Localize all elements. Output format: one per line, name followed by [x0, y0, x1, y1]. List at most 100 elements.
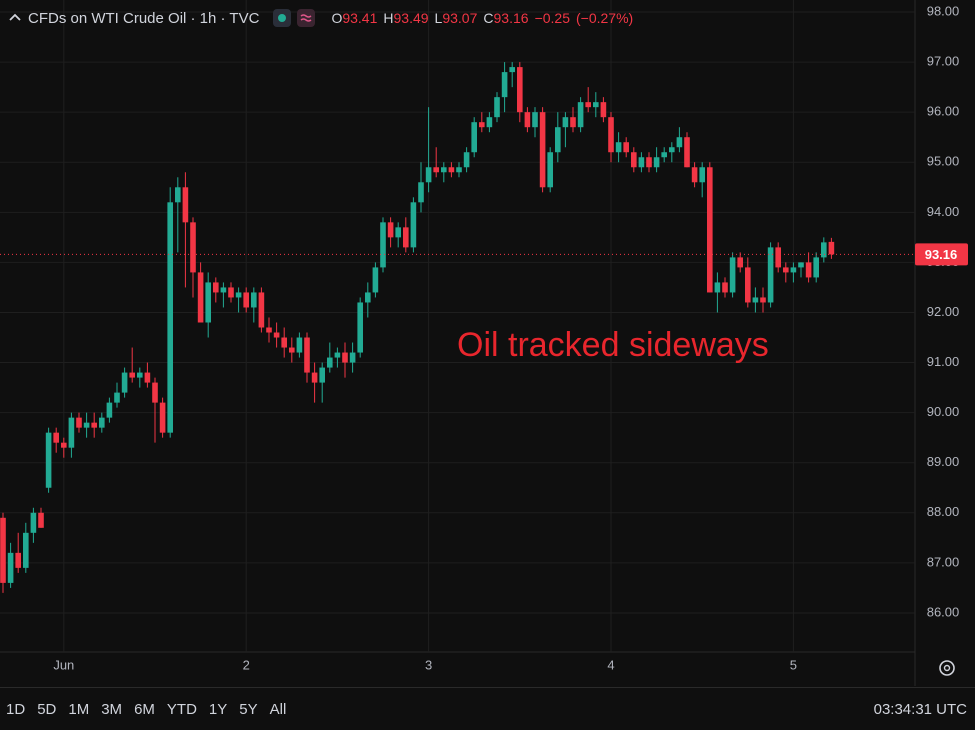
- candle-body: [707, 167, 713, 293]
- candle-body: [570, 117, 576, 128]
- x-tick-label: 3: [425, 657, 432, 672]
- y-tick-label: 96.00: [927, 104, 960, 119]
- settings-icon[interactable]: [939, 660, 955, 676]
- candle-body: [68, 417, 75, 448]
- range-button[interactable]: All: [264, 701, 293, 718]
- ohlc-label: H: [383, 10, 394, 26]
- candle-body: [304, 337, 310, 373]
- candle-body: [676, 137, 683, 148]
- candle-body: [517, 67, 523, 113]
- candle-body: [91, 422, 97, 428]
- range-button[interactable]: 5D: [31, 701, 62, 718]
- candle-body: [243, 292, 249, 308]
- candle-body: [380, 222, 386, 268]
- candle-body: [539, 112, 546, 188]
- range-button[interactable]: 5Y: [233, 701, 263, 718]
- candle-body: [175, 187, 181, 203]
- candles: [0, 62, 835, 593]
- ohlc-value: 93.07: [442, 10, 478, 26]
- candle-body: [593, 102, 599, 108]
- candle-body: [266, 327, 272, 333]
- y-tick-label: 89.00: [927, 454, 960, 469]
- candle-body: [463, 152, 470, 168]
- candle-body: [273, 332, 280, 338]
- header: CFDs on WTI Crude Oil · 1h · TVC O93.41 H…: [8, 6, 633, 30]
- ohlc-item: H93.49: [383, 10, 428, 26]
- candle-body: [83, 422, 90, 428]
- candle-body: [646, 157, 652, 168]
- candle-body: [813, 257, 819, 278]
- candle-body: [251, 292, 257, 308]
- candle-body: [699, 167, 705, 183]
- candle-body: [311, 372, 318, 383]
- candle-body: [714, 282, 721, 293]
- symbol: CFDs on WTI Crude Oil · 1h · TVC: [28, 9, 260, 27]
- range-button[interactable]: YTD: [161, 701, 203, 718]
- candle-body: [129, 372, 135, 378]
- candle-body: [691, 167, 698, 183]
- candle-body: [296, 337, 303, 353]
- candle-body: [456, 167, 462, 173]
- range-button[interactable]: 3M: [95, 701, 128, 718]
- candle-body: [790, 267, 797, 273]
- candle-body: [182, 187, 189, 223]
- ohlc-item: C93.16: [483, 10, 528, 26]
- candle-body: [281, 337, 287, 348]
- ohlc-value: 93.41: [342, 10, 378, 26]
- candle-body: [805, 262, 812, 278]
- clock: 03:34:31 UTC: [873, 701, 967, 718]
- y-tick-label: 95.00: [927, 154, 960, 169]
- candle-body: [258, 292, 265, 328]
- range-button[interactable]: 1M: [62, 701, 95, 718]
- candle-body: [600, 102, 607, 118]
- ohlc-item: L93.07: [435, 10, 478, 26]
- candle-body: [471, 122, 477, 153]
- candle-body: [661, 152, 667, 158]
- candle-body: [532, 112, 538, 128]
- y-tick-label: 90.00: [927, 404, 960, 419]
- ohlc-label: C: [483, 10, 494, 26]
- y-tick-label: 87.00: [927, 554, 960, 569]
- y-tick-label: 97.00: [927, 54, 960, 69]
- candle-body: [205, 282, 211, 323]
- candle-body: [729, 257, 736, 293]
- candle-body: [403, 227, 409, 248]
- candle-body: [387, 222, 394, 238]
- ohlc-label: L: [434, 10, 443, 26]
- candle-body: [61, 442, 67, 448]
- candle-body: [653, 157, 660, 168]
- ohlc-label: O: [331, 10, 343, 26]
- candle-body: [585, 102, 591, 108]
- candle-body: [144, 372, 151, 383]
- candle-body: [167, 202, 173, 433]
- candle-body: [760, 297, 766, 303]
- candle-body: [15, 552, 21, 568]
- candle-body: [152, 382, 158, 403]
- candle-body: [228, 287, 234, 298]
- candle-body: [0, 517, 6, 583]
- ohlc-legend: O93.41 H93.49 L93.07 C93.16 −0.25 (−0.27%): [331, 10, 633, 26]
- candle-body: [623, 142, 629, 153]
- candle-body: [441, 167, 447, 173]
- candle-body: [448, 167, 455, 173]
- candle-body: [767, 247, 774, 303]
- candle-body: [433, 167, 439, 173]
- y-tick-label: 92.00: [927, 304, 960, 319]
- candle-body: [365, 292, 371, 303]
- range-button[interactable]: 1D: [0, 701, 31, 718]
- candle-body: [357, 302, 363, 353]
- candle-body: [395, 227, 401, 238]
- candle-body: [327, 357, 333, 368]
- candle-body: [608, 117, 614, 153]
- candle-body: [342, 352, 348, 363]
- candle-body: [479, 122, 485, 128]
- candle-body: [501, 72, 508, 98]
- candle-body: [99, 417, 105, 428]
- collapse-icon[interactable]: [8, 11, 22, 25]
- range-button[interactable]: 1Y: [203, 701, 233, 718]
- candle-body: [752, 297, 759, 303]
- candle-body: [53, 432, 59, 443]
- range-button[interactable]: 6M: [128, 701, 161, 718]
- ohlc-value: 93.16: [493, 10, 529, 26]
